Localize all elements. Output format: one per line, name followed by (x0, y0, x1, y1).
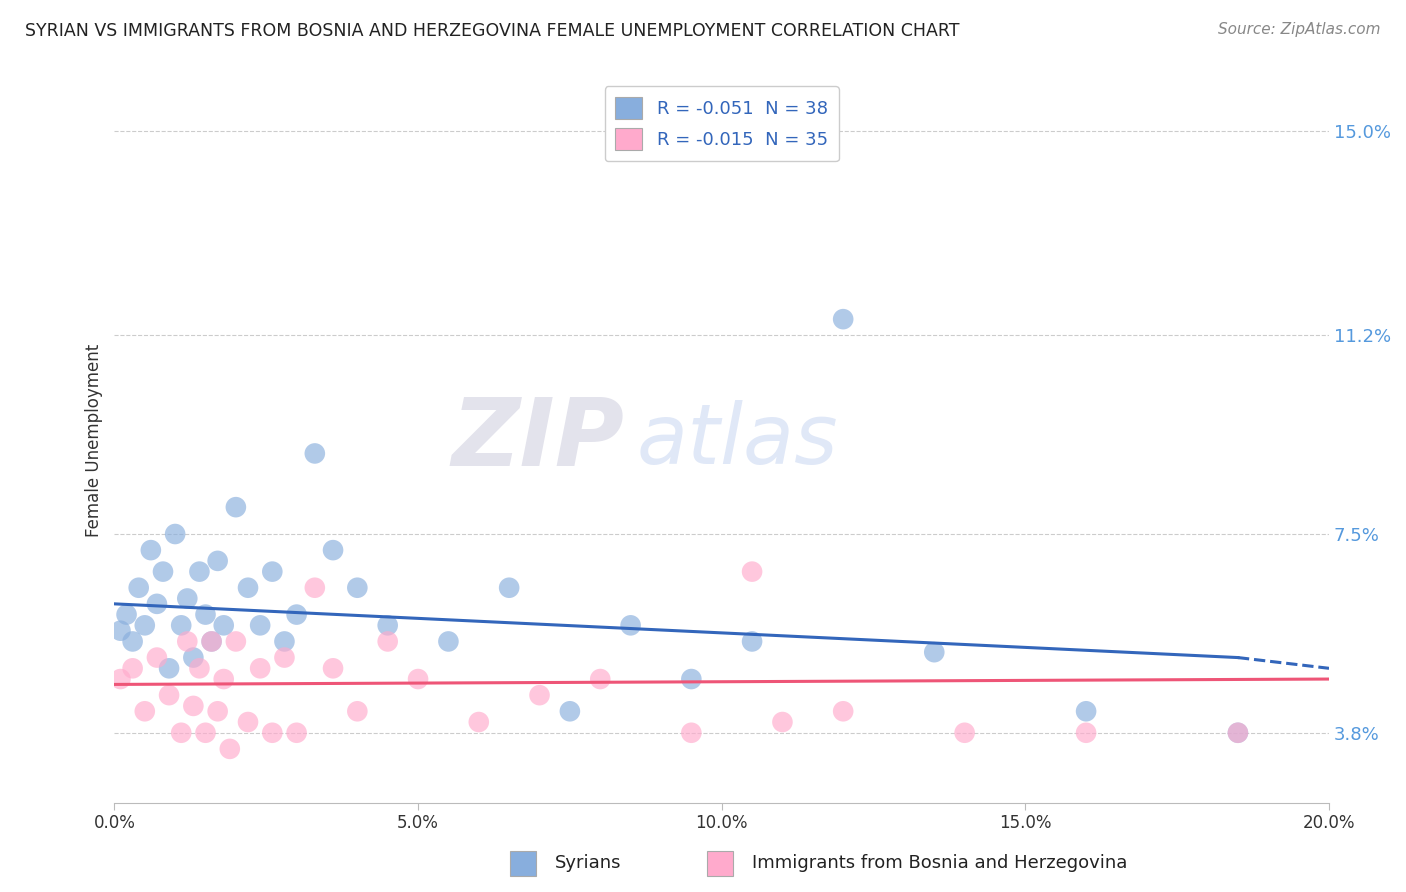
Point (207, 704, 229, 718)
Point (146, 597, 169, 611)
Point (346, 704, 368, 718)
Point (304, 581, 326, 595)
Point (115, 607, 138, 622)
Point (165, 527, 187, 541)
Point (200, 634, 222, 648)
Point (121, 661, 143, 675)
Point (832, 704, 855, 718)
Text: atlas: atlas (637, 400, 838, 481)
Point (194, 607, 217, 622)
Point (377, 618, 399, 632)
Point (225, 500, 247, 515)
Point (322, 661, 344, 675)
Point (1074, 725, 1097, 739)
Point (157, 688, 180, 702)
Point (377, 634, 399, 648)
Point (188, 661, 211, 675)
Point (200, 634, 222, 648)
Point (212, 672, 235, 686)
Point (128, 581, 150, 595)
Point (121, 634, 143, 648)
Point (170, 725, 193, 739)
Point (212, 618, 235, 632)
Point (183, 650, 205, 665)
Point (741, 634, 763, 648)
Point (218, 742, 240, 756)
Point (236, 581, 259, 595)
Point (236, 714, 259, 729)
Point (346, 581, 368, 595)
Point (249, 661, 271, 675)
Point (152, 565, 174, 579)
Point (772, 714, 794, 729)
Point (1226, 725, 1249, 739)
Point (110, 672, 132, 686)
Point (194, 725, 217, 739)
Point (134, 618, 156, 632)
Point (558, 704, 581, 718)
Point (1074, 704, 1097, 718)
Point (285, 607, 308, 622)
Point (1226, 725, 1249, 739)
Point (183, 698, 205, 713)
Point (285, 725, 308, 739)
Point (176, 591, 198, 606)
Point (249, 618, 271, 632)
Point (110, 624, 132, 638)
Text: Source: ZipAtlas.com: Source: ZipAtlas.com (1218, 22, 1381, 37)
Text: Syrians: Syrians (555, 855, 621, 872)
Y-axis label: Female Unemployment: Female Unemployment (86, 343, 103, 537)
Point (176, 634, 198, 648)
Text: Immigrants from Bosnia and Herzegovina: Immigrants from Bosnia and Herzegovina (752, 855, 1128, 872)
Text: SYRIAN VS IMMIGRANTS FROM BOSNIA AND HERZEGOVINA FEMALE UNEMPLOYMENT CORRELATION: SYRIAN VS IMMIGRANTS FROM BOSNIA AND HER… (25, 22, 960, 40)
Point (322, 543, 344, 558)
Point (273, 634, 295, 648)
Legend: R = -0.051  N = 38, R = -0.015  N = 35: R = -0.051 N = 38, R = -0.015 N = 35 (605, 87, 839, 161)
Text: ZIP: ZIP (451, 394, 624, 486)
Point (146, 650, 169, 665)
Point (498, 581, 520, 595)
Point (620, 618, 643, 632)
Point (273, 650, 295, 665)
Point (953, 725, 976, 739)
Point (437, 634, 460, 648)
Point (188, 565, 211, 579)
Point (832, 312, 855, 326)
Point (262, 565, 284, 579)
Point (468, 714, 491, 729)
Point (207, 554, 229, 568)
Point (589, 672, 612, 686)
Point (922, 645, 945, 659)
Point (681, 672, 703, 686)
Point (134, 704, 156, 718)
Point (406, 672, 429, 686)
Point (304, 446, 326, 460)
Point (170, 618, 193, 632)
Point (681, 725, 703, 739)
Point (157, 661, 180, 675)
Point (741, 565, 763, 579)
Point (529, 688, 551, 702)
Point (262, 725, 284, 739)
Point (225, 634, 247, 648)
Point (139, 543, 162, 558)
